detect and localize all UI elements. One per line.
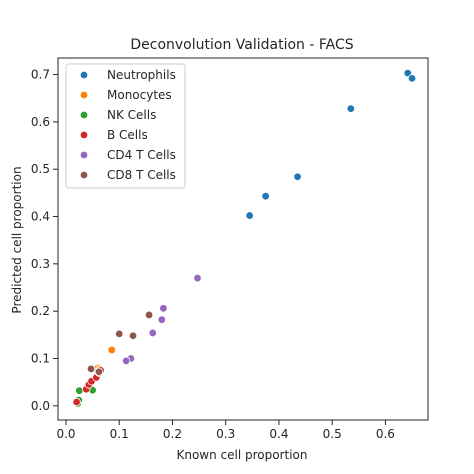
point-neutrophils xyxy=(407,74,417,83)
x-tick-label: 0.0 xyxy=(56,427,75,441)
point-cd4-t-cells xyxy=(157,315,167,324)
point-cd4-t-cells xyxy=(121,356,131,366)
legend-label-nk-cells: NK Cells xyxy=(107,108,156,122)
legend-marker-cd4-t-cells xyxy=(79,150,89,160)
legend-marker-b-cells xyxy=(79,130,89,140)
x-tick-label: 0.5 xyxy=(323,427,342,441)
point-neutrophils xyxy=(293,172,302,181)
x-tick-label: 0.3 xyxy=(216,427,235,441)
point-neutrophils xyxy=(245,211,254,220)
x-tick-label: 0.2 xyxy=(163,427,182,441)
legend-label-neutrophils: Neutrophils xyxy=(107,68,176,82)
y-axis-label: Predicted cell proportion xyxy=(10,166,24,313)
x-tick-label: 0.1 xyxy=(110,427,129,441)
point-cd4-t-cells xyxy=(193,273,202,283)
point-cd8-t-cells xyxy=(144,310,154,320)
y-tick-label: 0.1 xyxy=(31,351,50,365)
plot-frame xyxy=(57,57,429,421)
y-tick-label: 0.2 xyxy=(31,304,50,318)
point-neutrophils xyxy=(346,104,356,113)
legend-label-monocytes: Monocytes xyxy=(107,88,172,102)
legend-label-b-cells: B Cells xyxy=(107,128,148,142)
point-nk-cells xyxy=(75,386,84,395)
legend-label-cd4-t-cells: CD4 T Cells xyxy=(107,148,176,162)
chart-title: Deconvolution Validation - FACS xyxy=(130,37,353,53)
point-monocytes xyxy=(107,345,116,355)
legend-box xyxy=(65,63,186,189)
x-axis-label: Known cell proportion xyxy=(176,448,307,462)
y-tick-label: 0.0 xyxy=(31,399,50,413)
x-tick-label: 0.6 xyxy=(376,427,395,441)
y-tick-label: 0.5 xyxy=(31,162,50,176)
point-cd8-t-cells xyxy=(86,364,96,374)
point-cd8-t-cells xyxy=(128,331,138,340)
legend: Neutrophils Monocytes NK Cells B Cells CD4 T… xyxy=(65,63,186,189)
x-tick-label: 0.4 xyxy=(269,427,288,441)
point-cd8-t-cells xyxy=(94,367,104,376)
legend-marker-nk-cells xyxy=(79,110,89,120)
y-tick-label: 0.4 xyxy=(31,210,50,224)
legend-label-cd8-t-cells: CD8 T Cells xyxy=(107,168,176,182)
plot-area: 0.0 0.1 0.2 0.3 0.4 0.5 0.6 0.0 0.1 0.2 0.3 0.4 0.5 0… xyxy=(31,57,429,441)
y-tick-label: 0.7 xyxy=(31,68,50,82)
point-cd8-t-cells xyxy=(115,329,124,339)
legend-marker-neutrophils xyxy=(79,70,89,80)
y-tick-label: 0.3 xyxy=(31,257,50,271)
legend-marker-monocytes xyxy=(79,90,89,100)
point-cd4-t-cells xyxy=(148,328,157,338)
point-neutrophils xyxy=(261,191,270,201)
legend-marker-cd8-t-cells xyxy=(79,170,89,180)
y-tick-label: 0.6 xyxy=(31,115,50,129)
point-cd4-t-cells xyxy=(159,304,168,313)
point-b-cells xyxy=(72,397,81,407)
